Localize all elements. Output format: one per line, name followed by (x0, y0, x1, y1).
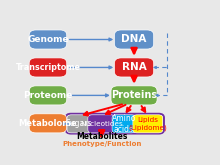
FancyBboxPatch shape (67, 115, 91, 133)
Text: Sugars: Sugars (66, 119, 92, 128)
FancyBboxPatch shape (114, 58, 154, 77)
Text: Lipids
(Lipidome): Lipids (Lipidome) (128, 117, 167, 131)
Text: DNA: DNA (121, 34, 147, 45)
Text: Amino
acids: Amino acids (112, 114, 136, 133)
Text: Metabolome: Metabolome (19, 119, 77, 128)
Text: Proteins: Proteins (111, 90, 157, 100)
FancyBboxPatch shape (29, 30, 67, 49)
FancyBboxPatch shape (112, 115, 136, 133)
Text: RNA: RNA (122, 62, 147, 72)
FancyBboxPatch shape (133, 115, 163, 133)
FancyBboxPatch shape (29, 58, 67, 77)
FancyBboxPatch shape (29, 114, 67, 133)
FancyBboxPatch shape (111, 86, 157, 105)
Text: Proteome: Proteome (23, 91, 73, 100)
Text: Genome: Genome (27, 35, 69, 44)
Text: Metabolites: Metabolites (76, 132, 127, 141)
Text: Nucleotides: Nucleotides (80, 121, 123, 127)
Text: Transcriptome: Transcriptome (15, 63, 81, 72)
FancyBboxPatch shape (29, 86, 67, 105)
FancyBboxPatch shape (88, 115, 115, 133)
FancyBboxPatch shape (114, 30, 154, 49)
Text: Phenotype/Function: Phenotype/Function (62, 141, 141, 147)
